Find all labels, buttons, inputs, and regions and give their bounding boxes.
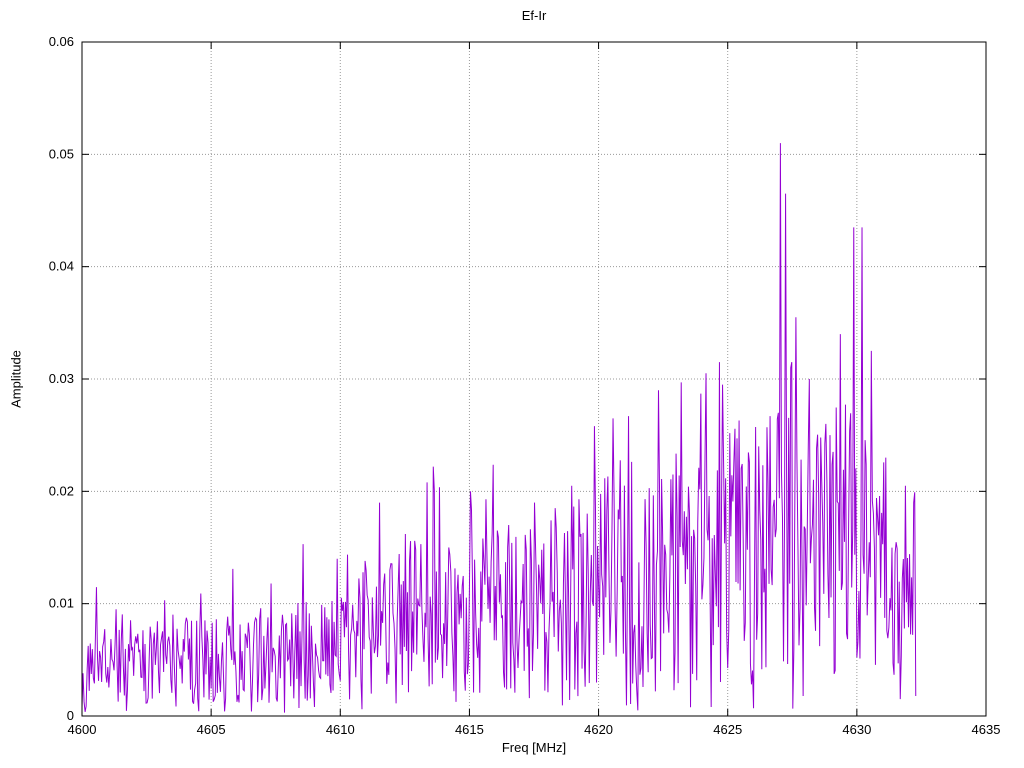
x-tick-label: 4620	[584, 722, 613, 737]
y-tick-label: 0.01	[49, 596, 74, 611]
x-tick-label: 4615	[455, 722, 484, 737]
y-tick-label: 0.04	[49, 259, 74, 274]
chart-title: Ef-Ir	[521, 8, 547, 23]
x-axis-label: Freq [MHz]	[501, 740, 567, 755]
x-tick-label: 4600	[68, 722, 97, 737]
y-tick-label: 0.03	[49, 371, 74, 386]
y-tick-label: 0	[67, 708, 74, 723]
x-tick-label: 4635	[972, 722, 1001, 737]
y-tick-label: 0.06	[49, 34, 74, 49]
y-tick-label: 0.02	[49, 483, 74, 498]
x-tick-label: 4610	[326, 722, 355, 737]
x-tick-label: 4605	[197, 722, 226, 737]
y-tick-label: 0.05	[49, 146, 74, 161]
x-tick-label: 4625	[713, 722, 742, 737]
data-series-line	[81, 143, 917, 713]
x-tick-label: 4630	[842, 722, 871, 737]
